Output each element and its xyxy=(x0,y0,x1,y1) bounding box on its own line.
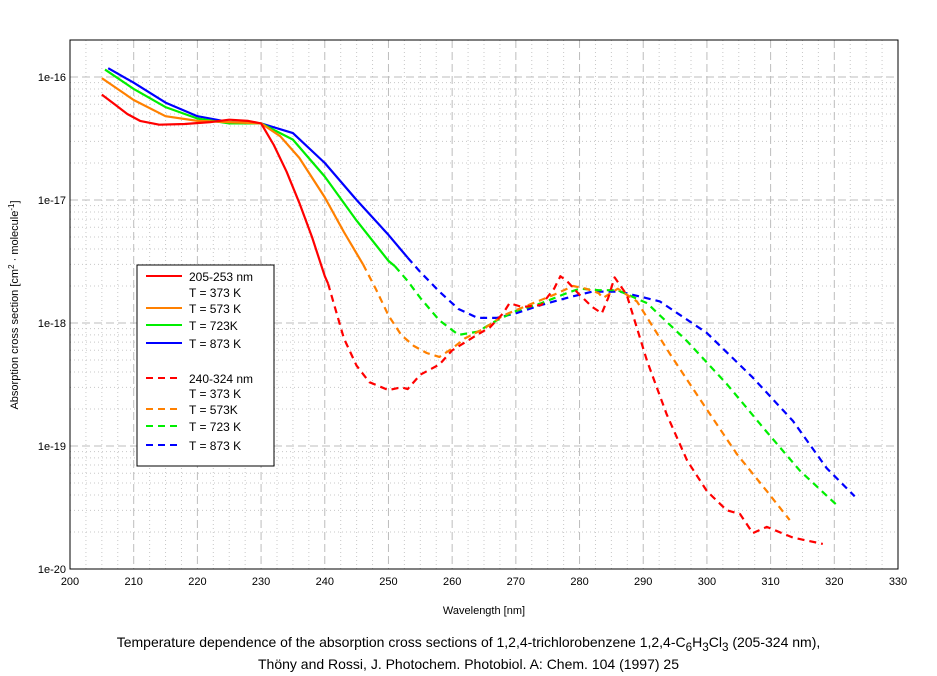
x-axis-label: Wavelength [nm] xyxy=(443,605,525,617)
x-tick-label: 220 xyxy=(188,576,206,588)
series-line xyxy=(362,263,791,521)
caption-line-1: Temperature dependence of the absorption… xyxy=(116,634,821,654)
x-tick-label: 240 xyxy=(316,576,334,588)
x-tick-label: 210 xyxy=(125,576,143,588)
series-line xyxy=(406,256,856,498)
y-axis-label: Absorption cross section [cm2 · molecule… xyxy=(7,200,21,409)
x-tick-label: 310 xyxy=(761,576,779,588)
legend-label: T = 873 K xyxy=(189,337,241,351)
x-tick-label: 230 xyxy=(252,576,270,588)
series-line xyxy=(101,77,364,265)
legend-label: 205-253 nm xyxy=(189,270,253,284)
y-tick-label: 1e-17 xyxy=(38,195,66,207)
legend-label: T = 373 K xyxy=(189,387,241,401)
legend-label: T = 573K xyxy=(189,403,238,417)
y-tick-label: 1e-20 xyxy=(38,564,66,576)
caption-line-2: Thöny and Rossi, J. Photochem. Photobiol… xyxy=(257,656,680,672)
y-tick-label: 1e-18 xyxy=(38,318,66,330)
y-tick-label: 1e-19 xyxy=(38,441,66,453)
legend-label: T = 873 K xyxy=(189,439,241,453)
legend-label: T = 723 K xyxy=(189,420,241,434)
series-line xyxy=(393,265,838,507)
series-line xyxy=(326,275,824,545)
x-tick-label: 270 xyxy=(507,576,525,588)
y-tick-label: 1e-16 xyxy=(38,72,66,84)
series-line xyxy=(101,93,330,284)
plot-frame xyxy=(69,39,899,570)
legend-label: 240-324 nm xyxy=(189,372,253,386)
series-line xyxy=(104,68,396,267)
x-tick-label: 200 xyxy=(61,576,79,588)
x-tick-label: 290 xyxy=(634,576,652,588)
x-tick-label: 320 xyxy=(825,576,843,588)
x-tick-label: 300 xyxy=(698,576,716,588)
x-tick-label: 250 xyxy=(379,576,397,588)
x-tick-label: 330 xyxy=(889,576,907,588)
series-layer xyxy=(101,67,856,545)
legend: 205-253 nm T = 373 K T = 573 K T = 723K T = … xyxy=(136,264,275,467)
legend-label: T = 373 K xyxy=(189,286,241,300)
legend-label: T = 723K xyxy=(189,319,238,333)
legend-box xyxy=(136,264,275,467)
x-tick-label: 260 xyxy=(443,576,461,588)
tick-labels: 200 210 220 230 240 250 260 270 280 290 300 310 320 3… xyxy=(38,72,907,588)
legend-label: T = 573 K xyxy=(189,302,241,316)
x-tick-label: 280 xyxy=(570,576,588,588)
